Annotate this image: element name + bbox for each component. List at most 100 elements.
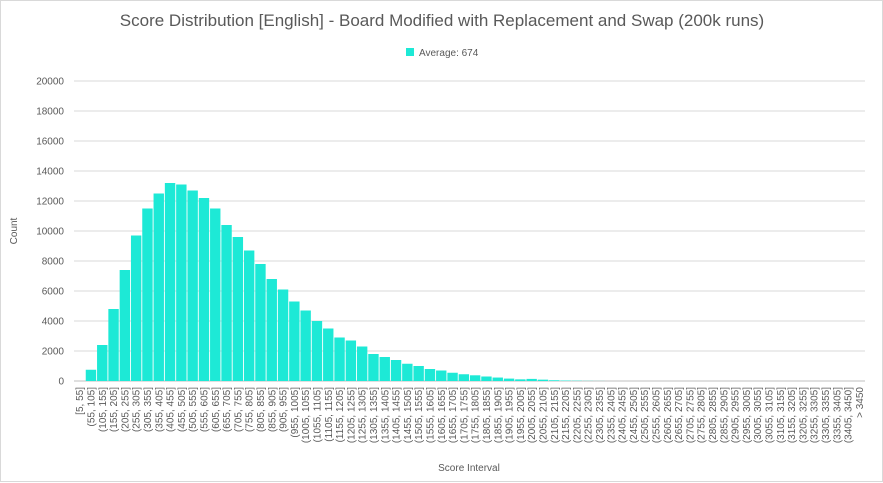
bar	[154, 194, 164, 382]
x-tick-label: (155, 205]	[109, 387, 120, 432]
bar	[549, 380, 559, 381]
x-tick-label: (2805, 2855]	[708, 387, 719, 443]
x-tick-label: (1755, 1805]	[471, 387, 482, 443]
x-tick-label: (3355, 3405]	[832, 387, 843, 443]
bar	[312, 321, 322, 381]
bar	[413, 366, 423, 381]
x-tick-label: (2855, 2905]	[719, 387, 730, 443]
bar	[255, 264, 265, 381]
x-tick-label: (3155, 3205]	[787, 387, 798, 443]
y-tick-label: 10000	[36, 227, 64, 238]
legend: Average: 674	[406, 48, 479, 59]
bar	[300, 311, 310, 382]
bar	[459, 374, 469, 381]
x-tick-label: (1355, 1405]	[380, 387, 391, 443]
bar	[368, 354, 378, 381]
x-tick-label: (2505, 2555]	[640, 387, 651, 443]
x-tick-label: (3005, 3055]	[753, 387, 764, 443]
y-tick-label: 20000	[36, 77, 64, 88]
x-tick-label: (305, 355]	[143, 387, 154, 432]
x-tick-label: (755, 805]	[245, 387, 256, 432]
bar	[425, 369, 435, 381]
x-tick-label: (2905, 2955]	[731, 387, 742, 443]
bar	[199, 198, 209, 381]
bar	[176, 185, 186, 382]
bar	[346, 341, 356, 382]
x-tick-label: (2955, 3005]	[742, 387, 753, 443]
x-tick-label: (2405, 2455]	[618, 387, 629, 443]
bar	[142, 209, 152, 382]
y-tick-label: 16000	[36, 137, 64, 148]
x-tick-label: (355, 405]	[154, 387, 165, 432]
legend-swatch	[406, 48, 414, 56]
x-tick-label: (255, 305]	[132, 387, 143, 432]
x-tick-label: (1255, 1305]	[358, 387, 369, 443]
x-tick-label: (1105, 1155]	[324, 387, 335, 442]
x-tick-label: (1405, 1455]	[392, 387, 403, 443]
x-tick-label: (655, 705]	[222, 387, 233, 432]
x-tick-label: (3255, 3305]	[810, 387, 821, 443]
bar	[481, 377, 491, 382]
x-tick-label: (1655, 1705]	[448, 387, 459, 443]
x-tick-label: (1455, 1505]	[403, 387, 414, 443]
x-tick-label: (1905, 1955]	[505, 387, 516, 443]
legend-label: Average: 674	[419, 48, 479, 59]
bar	[402, 364, 412, 381]
x-tick-label: [5, 55]	[75, 387, 86, 415]
x-tick-label: (1305, 1355]	[369, 387, 380, 443]
x-tick-label: (2005, 2055]	[527, 387, 538, 443]
x-tick-label: > 3450	[855, 387, 866, 418]
bar	[493, 378, 503, 381]
bar	[97, 345, 107, 381]
x-tick-label: (2205, 2255]	[572, 387, 583, 443]
x-tick-label: (605, 655]	[211, 387, 222, 432]
y-tick-label: 14000	[36, 167, 64, 178]
y-tick-label: 0	[58, 377, 64, 388]
bar	[538, 380, 548, 381]
x-axis-label: Score Interval	[438, 463, 500, 474]
x-tick-label: (2305, 2355]	[595, 387, 606, 443]
x-tick-label: (2105, 2155]	[550, 387, 561, 443]
y-tick-label: 18000	[36, 107, 64, 118]
x-tick-label: (905, 955]	[279, 387, 290, 432]
chart-title: Score Distribution [English] - Board Mod…	[120, 11, 764, 30]
bar	[221, 225, 231, 381]
x-tick-label: (405, 455]	[166, 387, 177, 432]
x-tick-label: (805, 855]	[256, 387, 267, 432]
bar	[357, 347, 367, 382]
y-axis-ticks: 0200040006000800010000120001400016000180…	[36, 77, 64, 388]
bar	[278, 290, 288, 382]
bar	[526, 379, 536, 381]
y-tick-label: 2000	[42, 347, 65, 358]
bar	[289, 302, 299, 382]
x-tick-label: (2755, 2805]	[697, 387, 708, 443]
x-tick-label: (2355, 2405]	[606, 387, 617, 443]
bar	[244, 251, 254, 382]
x-tick-label: (2605, 2655]	[663, 387, 674, 443]
x-tick-label: (1955, 2005]	[516, 387, 527, 443]
x-tick-label: (3205, 3255]	[798, 387, 809, 443]
bar	[233, 237, 243, 381]
x-tick-label: (3305, 3355]	[821, 387, 832, 443]
bar	[323, 329, 333, 382]
x-tick-label: (1555, 1605]	[425, 387, 436, 443]
y-axis-label: Count	[9, 217, 20, 244]
x-tick-label: (705, 755]	[233, 387, 244, 432]
x-axis-ticks: [5, 55](55, 105](105, 155](155, 205](205…	[75, 387, 866, 444]
bar	[210, 209, 220, 382]
bar	[131, 236, 141, 382]
bar	[515, 379, 525, 381]
x-tick-label: (3055, 3105]	[764, 387, 775, 443]
x-tick-label: (205, 255]	[120, 387, 131, 432]
x-tick-label: (2055, 2105]	[538, 387, 549, 443]
bar	[470, 375, 480, 381]
x-tick-label: (1805, 1855]	[482, 387, 493, 443]
x-tick-label: (3405, 3450]	[844, 387, 855, 443]
x-tick-label: (505, 555]	[188, 387, 199, 432]
bar	[334, 338, 344, 382]
x-tick-label: (555, 605]	[199, 387, 210, 432]
x-tick-label: (955, 1005]	[290, 387, 301, 438]
x-tick-label: (1005, 1055]	[301, 387, 312, 443]
